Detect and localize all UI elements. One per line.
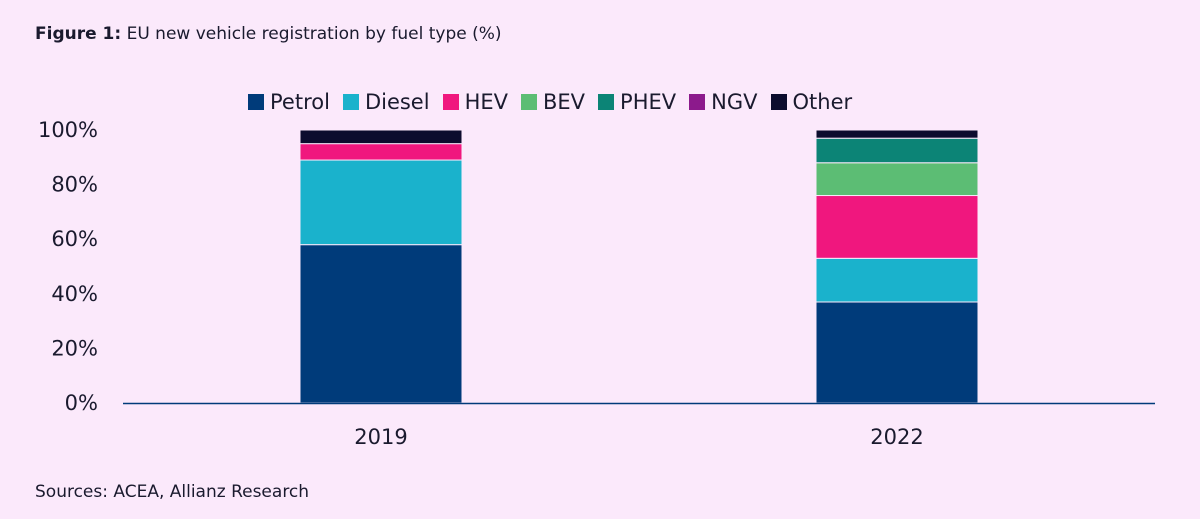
figure-label: Figure 1:: [35, 24, 122, 44]
legend-swatch: [521, 94, 537, 110]
legend-swatch: [770, 94, 787, 110]
legend-item-bev: BEV: [521, 90, 585, 114]
legend-swatch: [689, 94, 706, 110]
bar-segment-petrol-2019: [299, 244, 463, 404]
legend-item-petrol: Petrol: [248, 90, 330, 114]
legend-item-other: Other: [770, 90, 853, 114]
legend-swatch: [442, 94, 459, 110]
figure-title: Figure 1: EU new vehicle registration by…: [35, 24, 502, 44]
legend-label: Diesel: [364, 90, 430, 114]
chart-legend: Petrol Diesel HEV BEV PHEV NGV Other: [248, 90, 865, 114]
legend-label: PHEV: [620, 90, 677, 114]
bar-segment-diesel-2022: [815, 257, 979, 303]
legend-label: NGV: [711, 90, 758, 114]
legend-item-hev: HEV: [442, 90, 508, 114]
bar-segment-other-2019: [299, 129, 463, 145]
legend-swatch: [342, 94, 359, 110]
bar-segment-hev-2019: [299, 143, 463, 161]
figure-title-text: EU new vehicle registration by fuel type…: [126, 24, 502, 44]
legend-swatch: [598, 94, 615, 110]
legend-swatch: [248, 94, 264, 110]
bar-segment-phev-2022: [815, 137, 979, 164]
legend-item-ngv: NGV: [689, 90, 758, 114]
bar-segment-hev-2022: [815, 195, 979, 259]
legend-label: HEV: [464, 90, 508, 114]
y-tick-label: 20%: [51, 336, 98, 360]
x-tick-label: 2022: [870, 425, 923, 449]
legend-item-diesel: Diesel: [342, 90, 430, 114]
bar-segment-petrol-2022: [815, 301, 979, 404]
legend-label: Other: [792, 90, 853, 114]
legend-label: Petrol: [270, 90, 330, 114]
y-tick-label: 100%: [38, 118, 98, 142]
y-tick-label: 40%: [51, 282, 98, 306]
legend-label: BEV: [543, 90, 586, 114]
bar-segment-other-2022: [815, 129, 979, 139]
y-tick-label: 60%: [51, 227, 98, 251]
bar-segment-diesel-2019: [299, 159, 463, 246]
y-tick-label: 0%: [65, 391, 98, 415]
x-tick-label: 2019: [354, 425, 407, 449]
y-tick-label: 80%: [51, 173, 98, 197]
legend-item-phev: PHEV: [598, 90, 676, 114]
figure-source: Sources: ACEA, Allianz Research: [35, 482, 310, 502]
bar-segment-bev-2022: [815, 162, 979, 197]
